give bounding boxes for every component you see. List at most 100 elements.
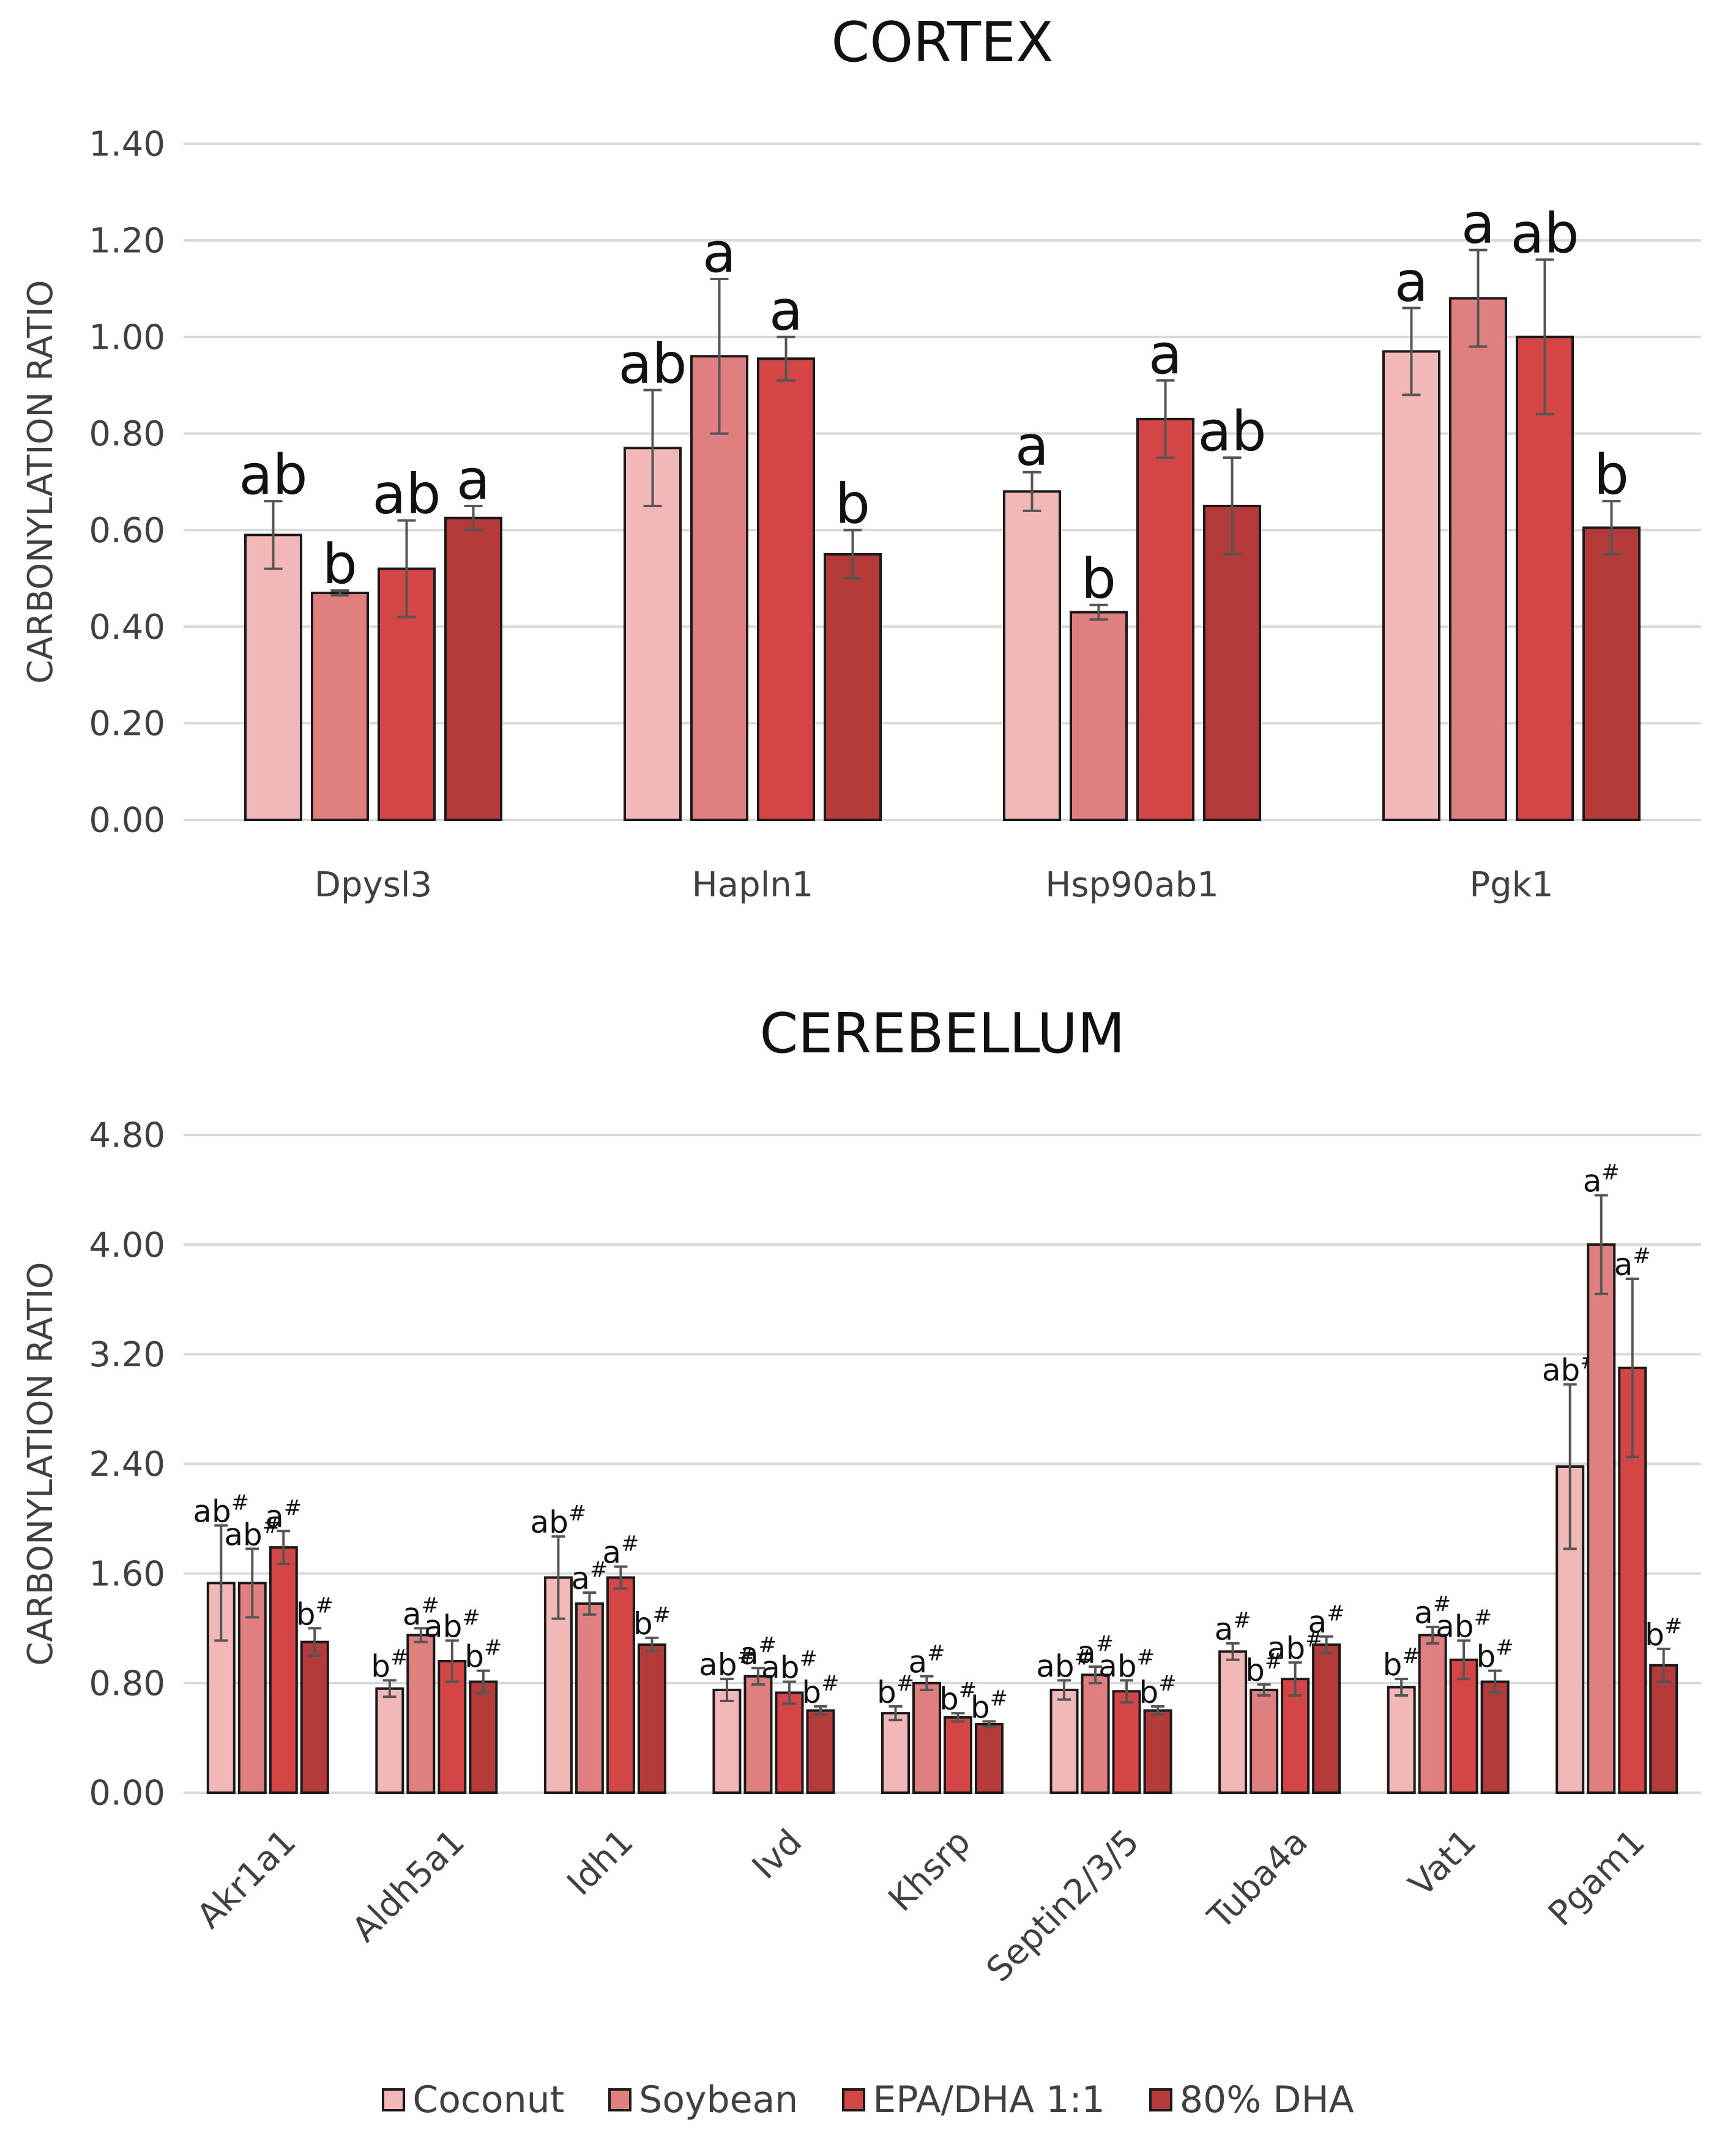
legend-item-80-dha: 80% DHA bbox=[1149, 2078, 1354, 2121]
cortex-ytick-label-0: 0.00 bbox=[89, 801, 165, 841]
cortex-sig-label-pgk1-epa-dha-1-1: ab bbox=[1510, 201, 1579, 266]
cerebellum-category-label-pgam1: Pgam1 bbox=[1541, 1822, 1653, 1934]
legend-label-coconut: Coconut bbox=[412, 2078, 565, 2121]
cerebellum-bar-ivd-epa-dha-1-1 bbox=[775, 1691, 804, 1795]
cerebellum-sig-label-aldh5a1-coconut: b# bbox=[371, 1645, 408, 1684]
cerebellum-bar-vat1-80-dha bbox=[1480, 1680, 1510, 1794]
cortex-category-label-dpysl3: Dpysl3 bbox=[315, 865, 432, 905]
cerebellum-sig-label-vat1-soybean: a# bbox=[1414, 1592, 1451, 1631]
cerebellum-category-label-septin2-3-5: Septin2/3/5 bbox=[979, 1822, 1147, 1990]
cerebellum-sig-label-idh1-soybean: a# bbox=[571, 1558, 608, 1596]
cortex-sig-label-dpysl3-soybean: b bbox=[322, 532, 357, 597]
cerebellum-bar-khsrp-soybean bbox=[912, 1681, 941, 1794]
legend-item-epa-dha: EPA/DHA 1:1 bbox=[842, 2078, 1105, 2121]
cerebellum-sig-label-idh1-80-dha: b# bbox=[633, 1603, 671, 1642]
cerebellum-sig-label-khsrp-coconut: b# bbox=[877, 1672, 914, 1710]
cerebellum-bar-akr1a1-80-dha bbox=[300, 1640, 329, 1794]
cerebellum-bar-tuba4a-80-dha bbox=[1312, 1643, 1341, 1794]
cerebellum-category-label-ivd: Ivd bbox=[745, 1822, 810, 1887]
cerebellum-bar-idh1-epa-dha-1-1 bbox=[606, 1576, 635, 1795]
legend-swatch-80-dha bbox=[1149, 2088, 1172, 2111]
cortex-bar-hapln1-80-dha bbox=[824, 552, 882, 822]
cerebellum-sig-label-vat1-coconut: b# bbox=[1383, 1644, 1420, 1683]
cerebellum-chart: CEREBELLUM 0.00 0.80 1.60 2.40 3.20 4.00 4.80 CA… bbox=[21, 1002, 1701, 1990]
cerebellum-sig-label-aldh5a1-80-dha: b# bbox=[464, 1636, 502, 1675]
cerebellum-sig-label-vat1-80-dha: b# bbox=[1477, 1636, 1514, 1675]
cortex-sig-label-dpysl3-80-dha: a bbox=[456, 448, 490, 512]
cerebellum-sig-label-pgam1-80-dha: b# bbox=[1645, 1614, 1682, 1653]
cerebellum-ytick-label-5: 4.00 bbox=[89, 1226, 165, 1265]
cerebellum-sig-label-akr1a1-coconut: ab# bbox=[193, 1490, 249, 1529]
cortex-title: CORTEX bbox=[831, 10, 1053, 75]
cerebellum-sig-label-khsrp-epa-dha-1-1: b# bbox=[939, 1678, 977, 1717]
cerebellum-category-label-akr1a1: Akr1a1 bbox=[190, 1822, 304, 1936]
cerebellum-category-label-idh1: Idh1 bbox=[560, 1822, 641, 1903]
legend: Coconut Soybean EPA/DHA 1:1 80% DHA bbox=[0, 2069, 1736, 2130]
cerebellum-sig-label-pgam1-epa-dha-1-1: a# bbox=[1614, 1244, 1651, 1282]
cerebellum-sig-label-septin2-3-5-coconut: ab# bbox=[1036, 1645, 1092, 1684]
legend-label-epa-dha: EPA/DHA 1:1 bbox=[873, 2078, 1105, 2121]
cerebellum-sig-label-septin2-3-5-80-dha: b# bbox=[1139, 1672, 1177, 1710]
cortex-bar-hapln1-coconut bbox=[624, 447, 682, 821]
cortex-bar-hsp90ab1-80-dha bbox=[1203, 504, 1261, 821]
cerebellum-bar-ivd-coconut bbox=[712, 1689, 742, 1794]
cortex-ytick-label-4: 0.80 bbox=[89, 414, 165, 454]
cerebellum-sig-label-ivd-coconut: ab# bbox=[699, 1644, 755, 1683]
cerebellum-sig-label-tuba4a-coconut: a# bbox=[1215, 1609, 1251, 1647]
cerebellum-sig-label-tuba4a-80-dha: a# bbox=[1308, 1602, 1345, 1640]
cerebellum-sig-label-aldh5a1-soybean: a# bbox=[403, 1593, 439, 1632]
cerebellum-sig-label-tuba4a-epa-dha-1-1: ab# bbox=[1267, 1628, 1324, 1666]
cerebellum-sig-label-idh1-epa-dha-1-1: a# bbox=[602, 1531, 639, 1570]
cortex-category-label-hsp90ab1: Hsp90ab1 bbox=[1045, 865, 1219, 905]
cerebellum-bar-khsrp-coconut bbox=[881, 1712, 910, 1795]
cortex-sig-label-hapln1-epa-dha-1-1: a bbox=[769, 279, 803, 343]
cerebellum-ytick-label-2: 1.60 bbox=[89, 1554, 165, 1594]
cerebellum-sig-label-septin2-3-5-soybean: a# bbox=[1077, 1632, 1114, 1670]
cerebellum-sig-label-tuba4a-soybean: b# bbox=[1245, 1650, 1283, 1688]
cerebellum-bar-idh1-soybean bbox=[575, 1602, 604, 1794]
cortex-bar-pgk1-80-dha bbox=[1582, 526, 1641, 821]
cerebellum-bar-ivd-soybean bbox=[743, 1675, 773, 1795]
cerebellum-title: CEREBELLUM bbox=[759, 1002, 1125, 1066]
cortex-bar-dpysl3-epa-dha-1-1 bbox=[378, 567, 436, 821]
cerebellum-sig-label-ivd-80-dha: b# bbox=[802, 1672, 839, 1710]
cerebellum-bar-khsrp-80-dha bbox=[975, 1723, 1004, 1794]
cerebellum-category-label-khsrp: Khsrp bbox=[881, 1822, 978, 1919]
cortex-sig-label-pgk1-coconut: a bbox=[1395, 250, 1428, 314]
cerebellum-ytick-label-1: 0.80 bbox=[89, 1664, 165, 1703]
cortex-ytick-label-5: 1.00 bbox=[89, 318, 165, 357]
cortex-sig-label-hsp90ab1-80-dha: ab bbox=[1198, 400, 1266, 464]
cerebellum-ytick-label-3: 2.40 bbox=[89, 1445, 165, 1484]
cerebellum-bar-vat1-soybean bbox=[1418, 1634, 1447, 1795]
cortex-ytick-label-2: 0.40 bbox=[89, 608, 165, 647]
cerebellum-sig-label-ivd-epa-dha-1-1: ab# bbox=[761, 1647, 818, 1686]
cerebellum-bar-pgam1-soybean bbox=[1587, 1243, 1616, 1794]
cortex-sig-label-hsp90ab1-soybean: b bbox=[1081, 547, 1116, 611]
cerebellum-sig-label-khsrp-80-dha: b# bbox=[970, 1687, 1008, 1725]
cerebellum-category-label-tuba4a: Tuba4a bbox=[1200, 1822, 1316, 1938]
cortex-ytick-label-3: 0.60 bbox=[89, 511, 165, 551]
cortex-bar-hsp90ab1-coconut bbox=[1003, 490, 1061, 821]
cerebellum-bar-septin2-3-5-soybean bbox=[1081, 1673, 1110, 1794]
cortex-sig-label-hsp90ab1-epa-dha-1-1: a bbox=[1149, 322, 1182, 387]
cortex-bar-dpysl3-coconut bbox=[244, 534, 302, 821]
cerebellum-bar-aldh5a1-epa-dha-1-1 bbox=[438, 1660, 467, 1794]
cerebellum-bar-khsrp-epa-dha-1-1 bbox=[944, 1716, 972, 1795]
cerebellum-sig-label-pgam1-coconut: ab# bbox=[1542, 1350, 1598, 1388]
cortex-chart: CORTEX 0.00 0.20 0.40 0.60 0.80 1.00 1.20 1.40 CA… bbox=[21, 10, 1701, 905]
cortex-category-label-pgk1: Pgk1 bbox=[1469, 865, 1553, 905]
cerebellum-sig-label-khsrp-soybean: a# bbox=[909, 1642, 945, 1680]
cerebellum-sig-label-pgam1-soybean: a# bbox=[1583, 1161, 1620, 1199]
legend-item-soybean: Soybean bbox=[608, 2078, 798, 2121]
cortex-sig-label-hapln1-80-dha: b bbox=[835, 472, 870, 536]
cerebellum-bar-idh1-80-dha bbox=[637, 1643, 666, 1794]
cortex-bar-hapln1-epa-dha-1-1 bbox=[757, 357, 815, 821]
cortex-bar-hsp90ab1-soybean bbox=[1070, 611, 1128, 821]
cortex-sig-label-hsp90ab1-coconut: a bbox=[1015, 414, 1049, 478]
legend-item-coconut: Coconut bbox=[382, 2078, 564, 2121]
cortex-bar-pgk1-soybean bbox=[1449, 297, 1507, 822]
cortex-sig-label-dpysl3-coconut: ab bbox=[239, 443, 307, 507]
cerebellum-sig-label-vat1-epa-dha-1-1: ab# bbox=[1436, 1605, 1492, 1644]
cerebellum-ytick-label-6: 4.80 bbox=[89, 1116, 165, 1156]
